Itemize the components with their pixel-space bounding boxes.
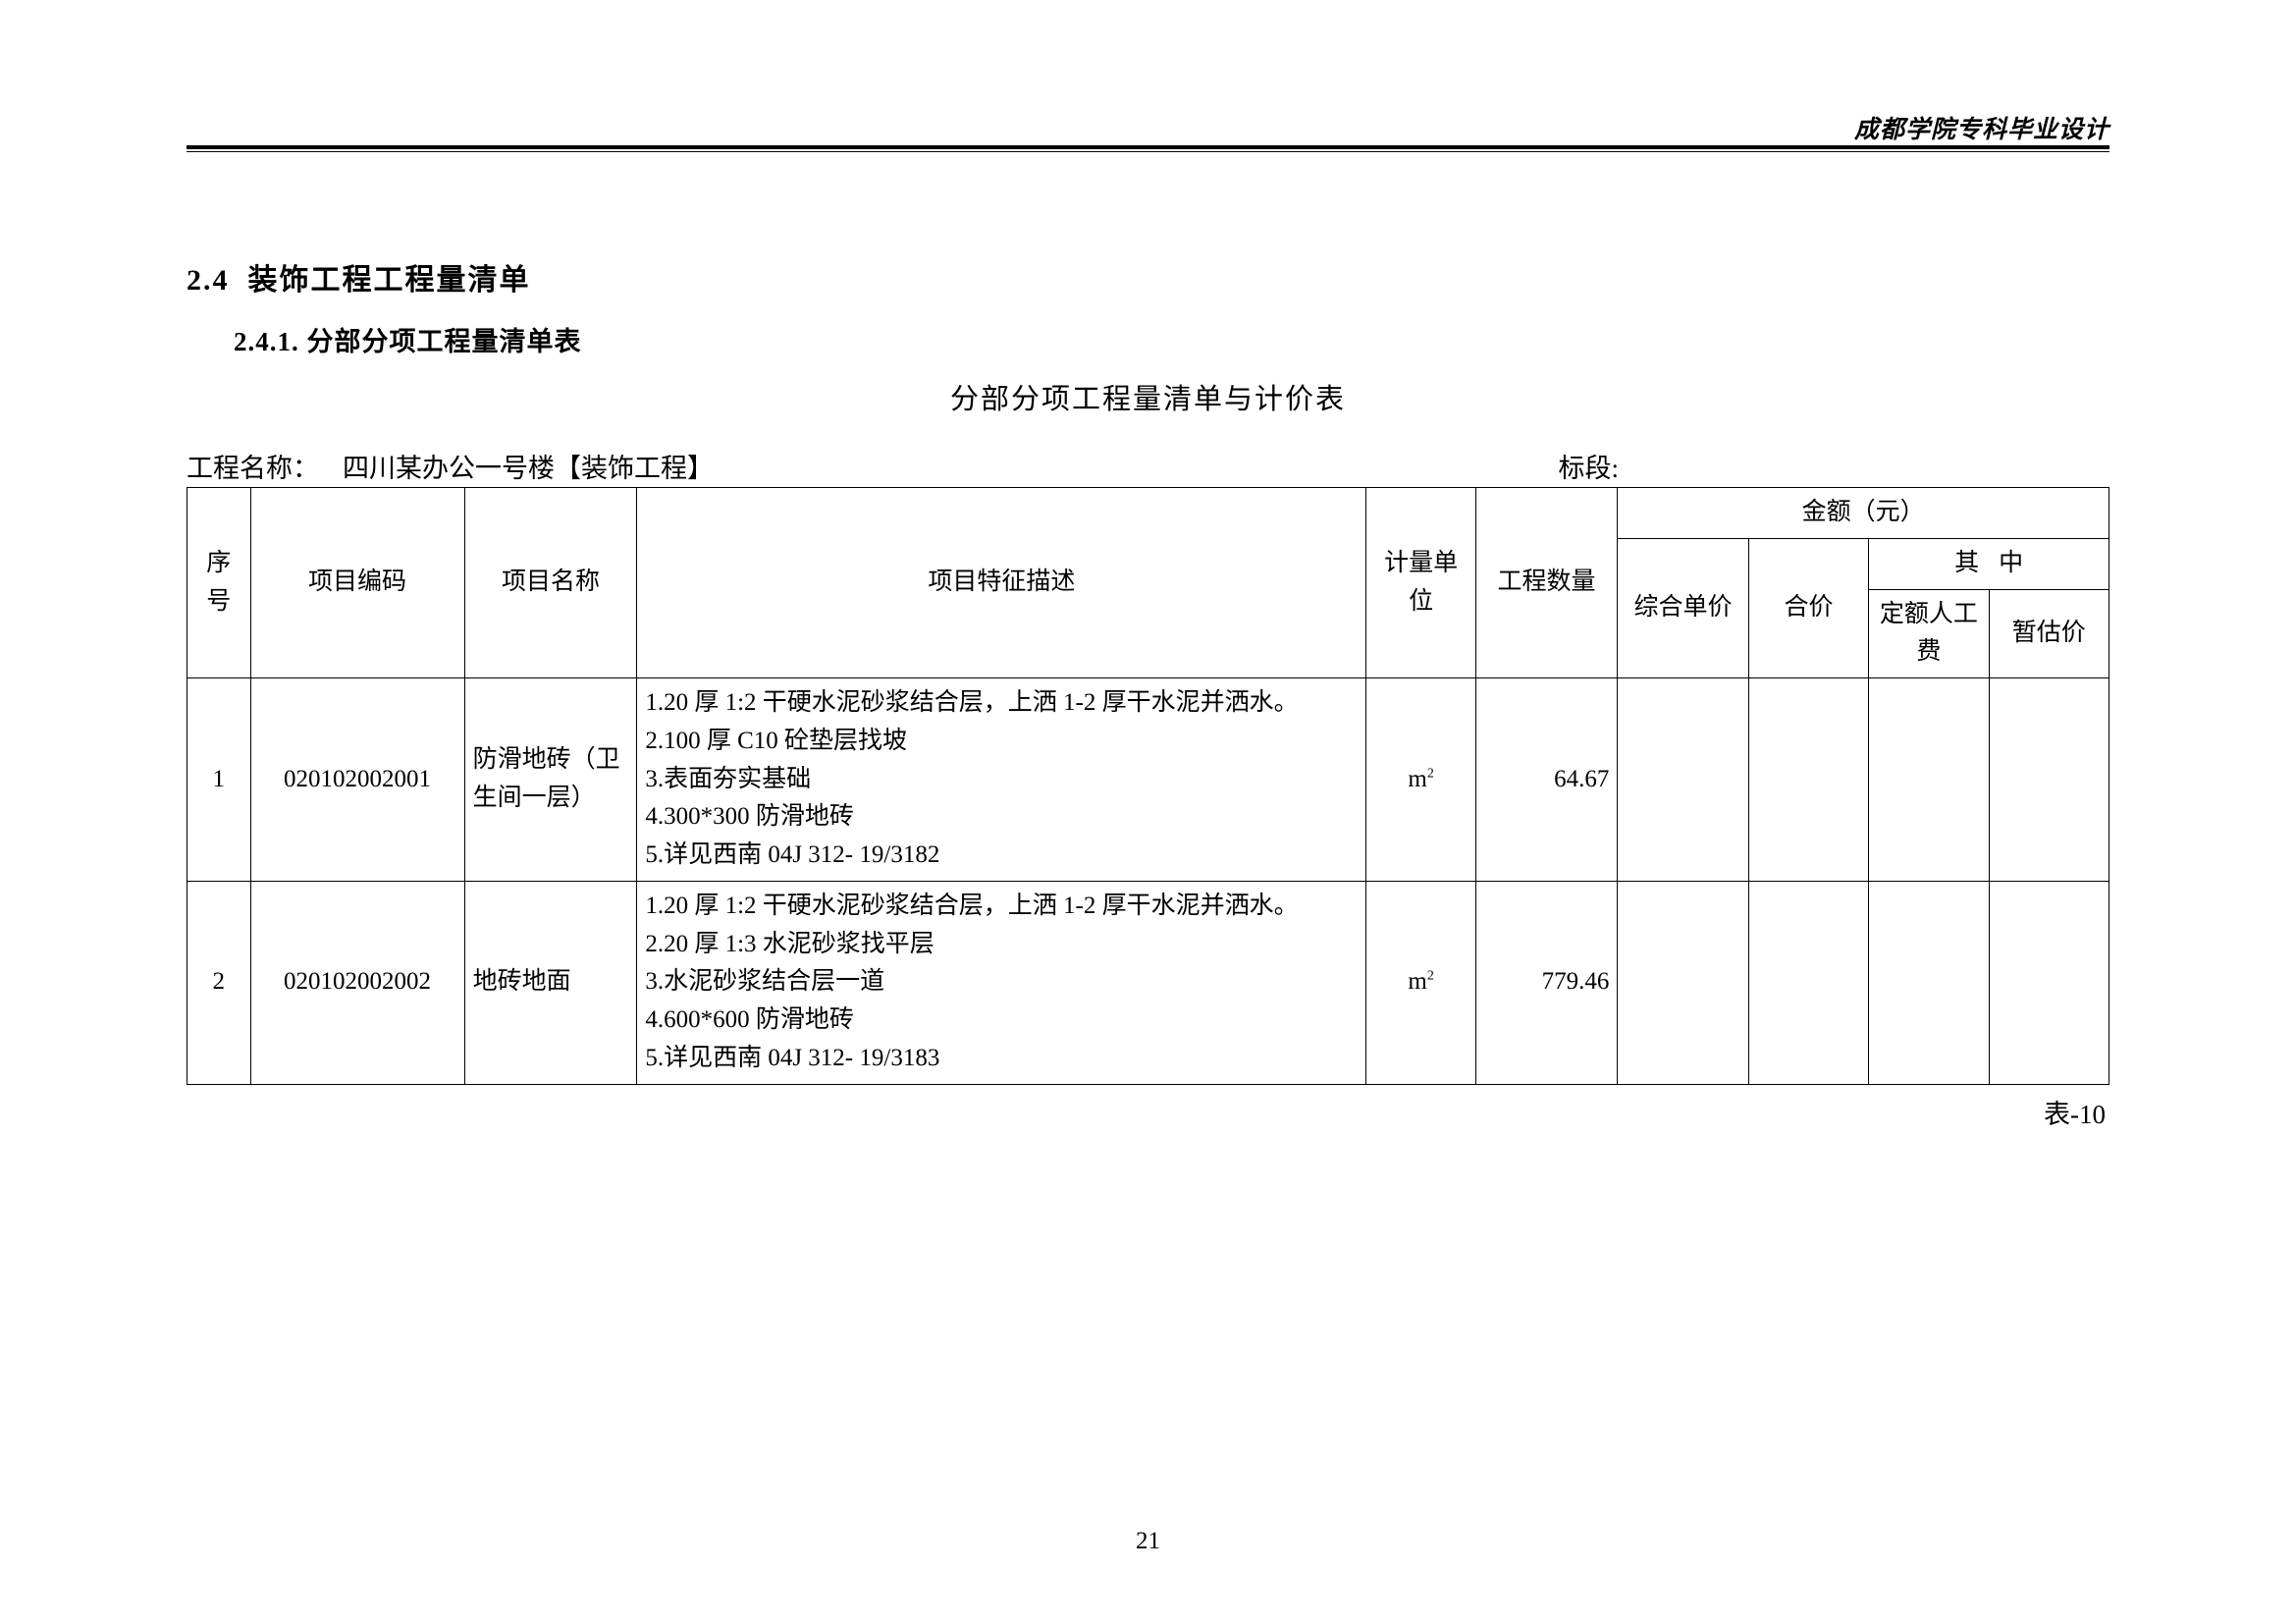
cell-labor — [1869, 881, 1989, 1084]
page: 成都学院专科毕业设计 2.4 装饰工程工程量清单 2.4.1. 分部分项工程量清… — [0, 0, 2296, 1624]
cell-unit: m2 — [1366, 678, 1475, 882]
subsection-number: 2.4.1. — [234, 327, 299, 356]
cell-unit-price — [1618, 678, 1748, 882]
col-labor: 定额人工费 — [1869, 589, 1989, 678]
header-rule — [187, 145, 2109, 152]
col-name: 项目名称 — [464, 488, 637, 678]
section-heading: 2.4 装饰工程工程量清单 — [187, 255, 2109, 298]
cell-code: 020102002001 — [250, 678, 464, 882]
cell-desc: 1.20 厚 1:2 干硬水泥砂浆结合层，上洒 1-2 厚干水泥并洒水。2.10… — [637, 678, 1366, 882]
table-head: 序号 项目编码 项目名称 项目特征描述 计量单位 工程数量 金额（元） 综合单价… — [187, 488, 2109, 678]
table-body: 1020102002001防滑地砖（卫生间一层）1.20 厚 1:2 干硬水泥砂… — [187, 678, 2109, 1085]
cell-total — [1748, 678, 1868, 882]
col-unit-price: 综合单价 — [1618, 538, 1748, 677]
col-code: 项目编码 — [250, 488, 464, 678]
cell-name: 防滑地砖（卫生间一层） — [464, 678, 637, 882]
cell-name: 地砖地面 — [464, 881, 637, 1084]
cell-code: 020102002002 — [250, 881, 464, 1084]
section-label: 标段: — [1558, 447, 1619, 485]
subsection-title: 分部分项工程量清单表 — [307, 327, 582, 356]
project-name: 四川某办公一号楼【装饰工程】 — [343, 447, 714, 485]
col-total: 合价 — [1748, 538, 1868, 677]
cell-provisional — [1989, 678, 2109, 882]
cell-unit-price — [1618, 881, 1748, 1084]
section-title: 装饰工程工程量清单 — [248, 264, 531, 297]
table-footnote: 表-10 — [187, 1093, 2109, 1131]
cell-seq: 2 — [187, 881, 251, 1084]
boq-table: 序号 项目编码 项目名称 项目特征描述 计量单位 工程数量 金额（元） 综合单价… — [187, 487, 2109, 1085]
table-row: 1020102002001防滑地砖（卫生间一层）1.20 厚 1:2 干硬水泥砂… — [187, 678, 2109, 882]
cell-labor — [1869, 678, 1989, 882]
col-provisional: 暂估价 — [1989, 589, 2109, 678]
col-desc: 项目特征描述 — [637, 488, 1366, 678]
content: 2.4 装饰工程工程量清单 2.4.1. 分部分项工程量清单表 分部分项工程量清… — [187, 255, 2109, 1131]
cell-unit: m2 — [1366, 881, 1475, 1084]
section-number: 2.4 — [187, 264, 230, 297]
table-caption: 分部分项工程量清单与计价表 — [187, 376, 2109, 417]
subsection-heading: 2.4.1. 分部分项工程量清单表 — [234, 320, 2109, 358]
meta-row: 工程名称： 四川某办公一号楼【装饰工程】 标段: — [187, 447, 2109, 485]
cell-desc: 1.20 厚 1:2 干硬水泥砂浆结合层，上洒 1-2 厚干水泥并洒水。2.20… — [637, 881, 1366, 1084]
cell-provisional — [1989, 881, 2109, 1084]
col-unit: 计量单位 — [1366, 488, 1475, 678]
cell-total — [1748, 881, 1868, 1084]
page-number: 21 — [0, 1528, 2296, 1555]
col-amount-group: 金额（元） — [1618, 488, 2109, 539]
header-institution: 成都学院专科毕业设计 — [1854, 110, 2109, 145]
cell-seq: 1 — [187, 678, 251, 882]
project-label: 工程名称： — [187, 447, 319, 485]
col-seq: 序号 — [187, 488, 251, 678]
col-qty: 工程数量 — [1475, 488, 1618, 678]
table-row: 2020102002002地砖地面1.20 厚 1:2 干硬水泥砂浆结合层，上洒… — [187, 881, 2109, 1084]
cell-qty: 779.46 — [1475, 881, 1618, 1084]
cell-qty: 64.67 — [1475, 678, 1618, 882]
col-of-which: 其中 — [1869, 538, 2109, 589]
